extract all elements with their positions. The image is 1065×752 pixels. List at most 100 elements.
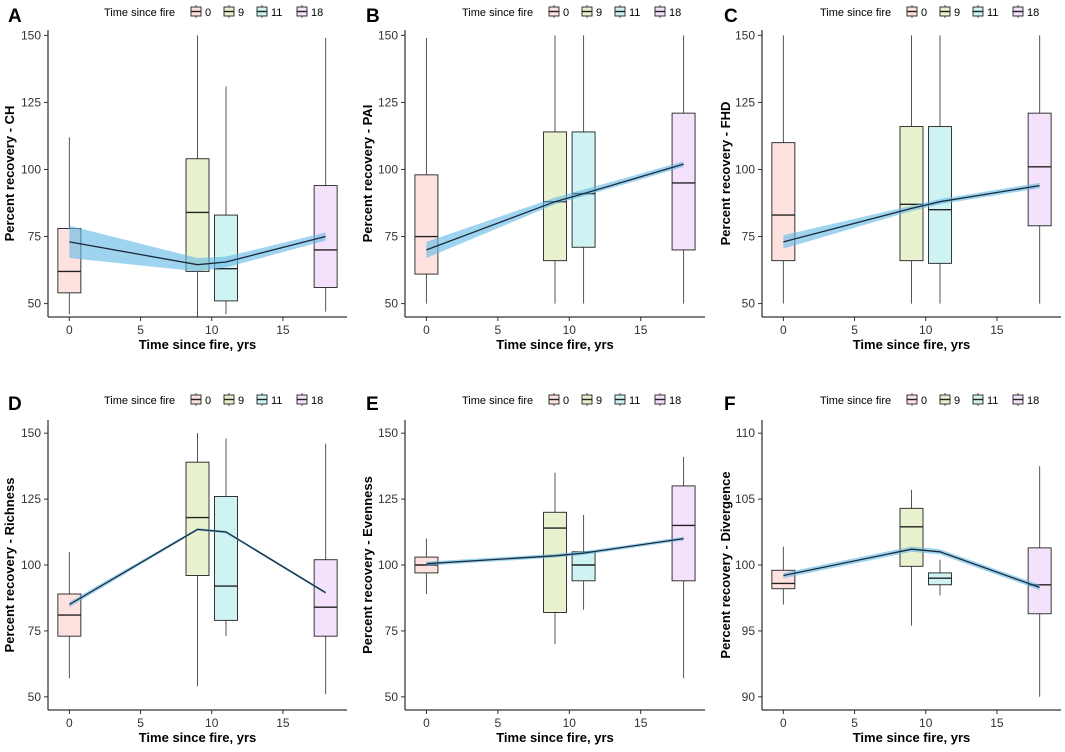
y-tick-label: 95 [742, 624, 756, 638]
legend-label-11: 11 [987, 395, 998, 407]
y-axis-title: Percent recovery - Evenness [360, 476, 375, 654]
legend-key-0 [906, 5, 918, 18]
x-tick-label: 5 [495, 716, 502, 730]
legend-key-18 [296, 5, 308, 18]
box-iqr [214, 496, 238, 621]
y-tick-label: 125 [735, 95, 755, 109]
x-tick-label: 5 [137, 716, 144, 730]
legend-label-0: 0 [205, 7, 211, 19]
y-tick-label: 150 [735, 28, 755, 42]
legend-title: Time since fire [104, 7, 175, 19]
legend-label-0: 0 [205, 395, 211, 407]
x-axis-title: Time since fire, yrs [139, 730, 257, 745]
box-iqr [185, 158, 210, 272]
x-tick-label: 15 [276, 323, 290, 337]
panel-b: B Time since fire 0 9 11 18 50 75 100 125 150 0 5 10 1… [360, 5, 705, 352]
box-0 [414, 538, 439, 594]
y-tick-label: 125 [21, 492, 41, 506]
y-tick-label: 75 [742, 230, 756, 244]
legend-key-0 [190, 393, 202, 406]
y-tick-label: 100 [735, 162, 755, 176]
legend-key-9 [581, 5, 593, 18]
y-axis-title: Percent recovery - CH [2, 106, 17, 242]
box-iqr [185, 461, 210, 576]
x-tick-label: 5 [851, 323, 858, 337]
x-tick-label: 10 [563, 716, 577, 730]
legend-label-18: 18 [669, 7, 681, 19]
x-tick-label: 5 [851, 716, 858, 730]
legend-key-18 [1012, 5, 1024, 18]
box-iqr [1027, 547, 1052, 615]
legend-label-11: 11 [629, 395, 640, 407]
box-iqr [414, 174, 439, 275]
box-9 [543, 35, 567, 304]
legend-label-18: 18 [311, 7, 323, 19]
box-iqr [771, 142, 796, 262]
confidence-band [426, 536, 684, 566]
box-18 [1027, 35, 1052, 304]
y-tick-label: 150 [378, 426, 398, 440]
x-tick-label: 0 [780, 716, 787, 730]
legend-key-11 [972, 393, 984, 406]
x-tick-label: 0 [423, 716, 430, 730]
box-18 [671, 35, 696, 304]
box-0 [771, 35, 796, 304]
panel-d: D Time since fire 0 9 11 18 50 75 100 125 150 0 5 10 1… [2, 393, 347, 745]
box-9 [185, 433, 210, 687]
legend: Time since fire 0 9 11 18 [820, 5, 1039, 19]
confidence-band [69, 225, 326, 272]
y-tick-label: 50 [385, 690, 399, 704]
y-axis-title: Percent recovery - PAI [360, 105, 375, 243]
legend-label-18: 18 [1027, 7, 1039, 19]
box-iqr [671, 485, 696, 582]
legend: Time since fire 0 9 11 18 [462, 393, 681, 407]
trend-line [426, 163, 684, 251]
y-tick-label: 100 [21, 558, 41, 572]
box-iqr [571, 551, 596, 582]
box-18 [671, 456, 696, 679]
x-tick-label: 15 [990, 323, 1004, 337]
legend-key-0 [190, 5, 202, 18]
legend-label-9: 9 [954, 395, 960, 407]
x-tick-label: 10 [919, 716, 933, 730]
legend-key-18 [654, 393, 666, 406]
legend-label-0: 0 [921, 7, 927, 19]
legend: Time since fire 0 9 11 18 [462, 5, 681, 19]
x-axis-title: Time since fire, yrs [496, 337, 614, 352]
x-tick-label: 0 [66, 716, 73, 730]
y-tick-label: 75 [28, 624, 42, 638]
legend-key-11 [972, 5, 984, 18]
x-tick-label: 10 [563, 323, 577, 337]
box-11 [214, 86, 238, 315]
trend-line [783, 548, 1040, 589]
y-tick-label: 110 [736, 426, 755, 440]
y-tick-label: 50 [28, 690, 42, 704]
x-tick-label: 10 [919, 323, 933, 337]
legend-key-11 [256, 393, 268, 406]
y-tick-label: 50 [28, 297, 42, 311]
box-9 [543, 472, 567, 645]
y-tick-label: 105 [735, 492, 755, 506]
box-11 [571, 514, 596, 610]
box-11 [928, 559, 952, 596]
y-tick-label: 50 [385, 297, 399, 311]
box-iqr [928, 126, 952, 264]
legend-label-0: 0 [563, 7, 569, 19]
legend-label-11: 11 [271, 395, 282, 407]
box-iqr [313, 559, 338, 637]
panel-f: F Time since fire 0 9 11 18 90 95 100 105 110 0 5 10 1… [718, 393, 1061, 745]
panel-c: C Time since fire 0 9 11 18 50 75 100 125 150 0 5 10 1… [718, 5, 1061, 352]
legend: Time since fire 0 9 11 18 [104, 393, 323, 407]
legend-key-18 [296, 393, 308, 406]
y-tick-label: 100 [21, 162, 41, 176]
panel-letter: E [366, 394, 379, 415]
legend-label-0: 0 [921, 395, 927, 407]
legend-label-18: 18 [311, 395, 323, 407]
y-tick-label: 125 [378, 492, 398, 506]
box-18 [313, 38, 338, 312]
y-axis-title: Percent recovery - FHD [718, 102, 733, 246]
trend-line [426, 537, 684, 565]
x-tick-label: 0 [780, 323, 787, 337]
x-axis-title: Time since fire, yrs [853, 337, 971, 352]
box-iqr [671, 112, 696, 251]
